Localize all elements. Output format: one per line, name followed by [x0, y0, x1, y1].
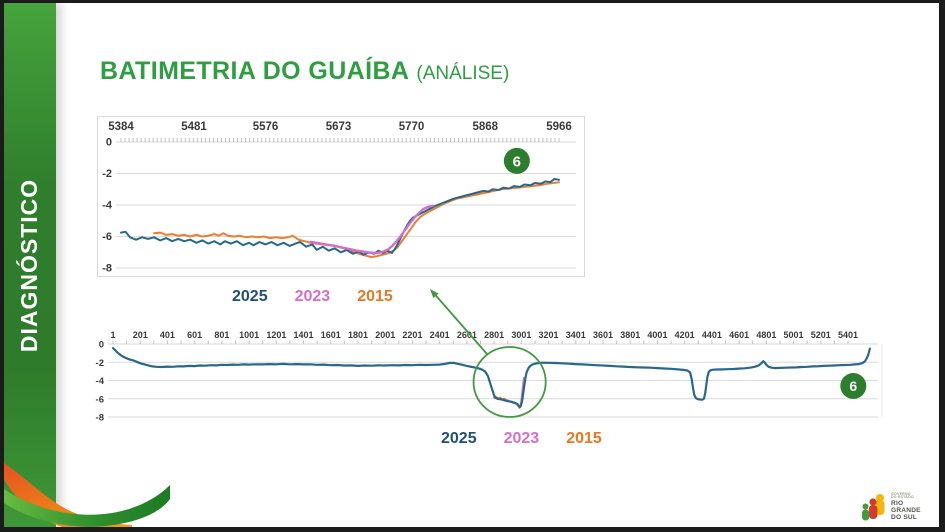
- y-tick-label: -2: [96, 358, 104, 369]
- x-tick-label: 601: [187, 330, 202, 340]
- overview-chart: 0 -2 -4 -6 -8 1 201 401 601 801 1001 1201 1401 1601 18…: [88, 328, 894, 426]
- x-tick-label: 5401: [838, 330, 858, 340]
- y-tick-label: -4: [96, 376, 105, 387]
- title-subtitle: (ANÁLISE): [416, 63, 510, 84]
- legend-item-2015: 2015: [357, 288, 393, 305]
- y-tick-label: -4: [102, 200, 113, 212]
- legend-item-2025: 2025: [441, 430, 477, 447]
- x-tick-label: 5673: [326, 121, 352, 133]
- y-tick-label: -6: [102, 231, 112, 243]
- x-tick-label: 2001: [375, 330, 395, 340]
- logo-text: GOVERNO DO ESTADO RIO GRANDE DO SUL: [891, 491, 921, 522]
- x-tick-label: 4401: [702, 330, 722, 340]
- x-tick-label: 1801: [348, 330, 368, 340]
- x-tick-label: 1601: [321, 330, 341, 340]
- series-line-2015: [153, 181, 560, 258]
- x-tick-label: 3201: [539, 330, 559, 340]
- legend-item-2025: 2025: [232, 288, 268, 305]
- x-tick-label: 801: [214, 330, 229, 340]
- legend-item-2015: 2015: [566, 430, 602, 447]
- x-tick-label: 3001: [511, 330, 531, 340]
- x-tick-label: 1201: [266, 330, 286, 340]
- badge-circle: [503, 147, 530, 174]
- sidebar-diagnostico: DIAGNÓSTICO: [4, 3, 56, 527]
- y-tick-label: 0: [99, 340, 104, 351]
- x-tick-label: 1401: [294, 330, 314, 340]
- x-tick-label: 1: [110, 330, 115, 340]
- highlight-circle: [472, 346, 547, 418]
- x-tick-label: 201: [133, 330, 148, 340]
- logo-gov-line1: GOVERNO: [891, 491, 911, 496]
- detail-chart-svg: 0 -2 -4 -6 -8 5384 5481 5576 5673 5770 5868 5966 6: [102, 121, 576, 275]
- logo-gov-line2: DO ESTADO: [891, 495, 914, 500]
- swoosh-green: [4, 485, 170, 527]
- page-title: BATIMETRIA DO GUAÍBA (ANÁLISE): [100, 57, 509, 86]
- series-line-2025: [120, 178, 560, 256]
- x-tick-label: 5001: [784, 330, 804, 340]
- x-tick-label: 3801: [620, 330, 640, 340]
- legend-item-2023: 2023: [294, 288, 331, 305]
- title-main: BATIMETRIA DO GUAÍBA: [100, 57, 410, 85]
- x-tick-label: 5868: [472, 121, 498, 133]
- x-tick-label: 1001: [239, 330, 259, 340]
- logo-name: RIO GRANDE DO SUL: [891, 499, 921, 521]
- slide: DIAGNÓSTICO BATIMETRIA DO GUAÍBA (ANÁLISE…: [4, 3, 939, 527]
- x-tick-label: 401: [160, 330, 175, 340]
- annotation-arrow: [430, 289, 488, 355]
- overview-chart-svg: 0-2-4-6-81 201 401 601 801 1001 1201 1401 1601 18…: [96, 330, 883, 424]
- y-tick-label: 0: [106, 137, 112, 149]
- x-tick-label: 5384: [108, 121, 134, 133]
- x-tick-label: 2401: [430, 330, 450, 340]
- x-tick-label: 4601: [729, 330, 749, 340]
- badge-number: 6: [513, 153, 521, 170]
- legend-top: 2025 2023 2015: [232, 288, 393, 306]
- x-tick-label: 2801: [484, 330, 504, 340]
- sidebar-label: DIAGNÓSTICO: [16, 178, 43, 352]
- y-tick-label: -6: [96, 394, 104, 405]
- series-line-2025: [111, 347, 872, 409]
- x-tick-label: 5966: [546, 121, 572, 133]
- government-logo: GOVERNO DO ESTADO RIO GRANDE DO SUL: [860, 491, 936, 523]
- badge-number: 6: [849, 378, 857, 394]
- x-tick-label: 4801: [756, 330, 776, 340]
- detail-chart: 0 -2 -4 -6 -8 5384 5481 5576 5673 5770 5868 5966 6: [97, 116, 585, 277]
- x-tick-label: 3401: [566, 330, 586, 340]
- y-tick-label: -8: [102, 263, 112, 275]
- series-line-2023: [309, 204, 434, 255]
- x-tick-label: 3601: [593, 330, 613, 340]
- y-tick-label: -2: [102, 168, 112, 180]
- badge-circle: [840, 372, 867, 399]
- x-tick-label: 5481: [181, 121, 207, 133]
- x-tick-label: 5770: [399, 121, 425, 133]
- x-tick-label: 2601: [457, 330, 477, 340]
- swoosh-decoration: [4, 463, 170, 527]
- x-tick-label: 5576: [253, 121, 279, 133]
- x-tick-label: 4001: [647, 330, 667, 340]
- y-tick-label: -8: [96, 413, 104, 424]
- x-tick-label: 5201: [811, 330, 831, 340]
- legend-bottom: 2025 2023 2015: [441, 430, 602, 448]
- x-tick-label: 2201: [402, 330, 422, 340]
- legend-item-2023: 2023: [503, 430, 540, 447]
- x-tick-label: 4201: [675, 330, 695, 340]
- logo-figures-icon: [862, 494, 885, 521]
